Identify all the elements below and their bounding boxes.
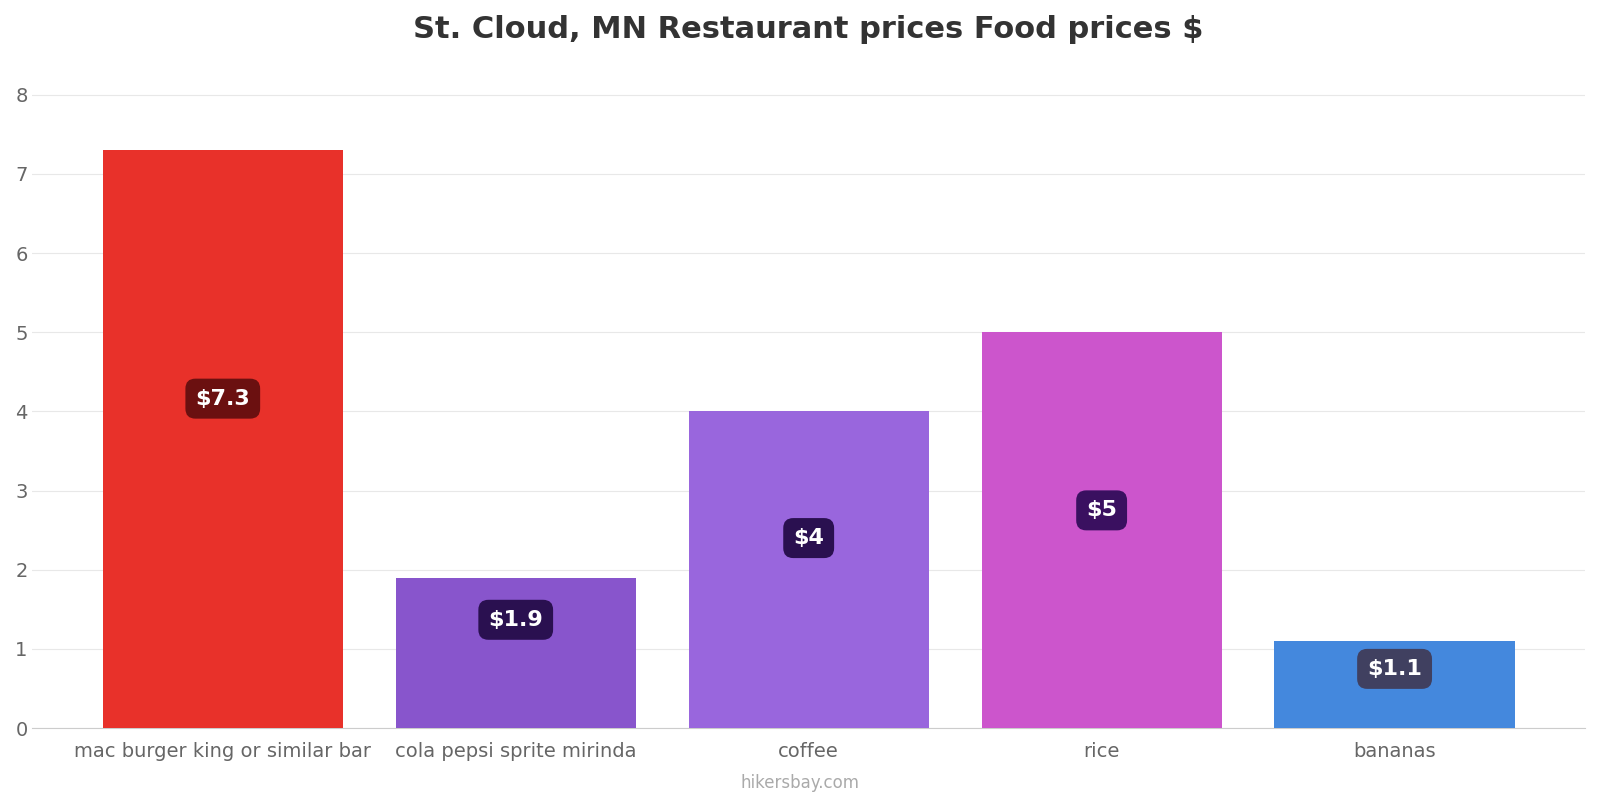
Text: $4: $4 — [794, 528, 824, 548]
Bar — [102, 150, 342, 728]
Bar — [395, 578, 635, 728]
Title: St. Cloud, MN Restaurant prices Food prices $: St. Cloud, MN Restaurant prices Food pri… — [413, 15, 1203, 44]
Text: $1.9: $1.9 — [488, 610, 542, 630]
Text: hikersbay.com: hikersbay.com — [741, 774, 859, 792]
Text: $5: $5 — [1086, 500, 1117, 520]
Text: $1.1: $1.1 — [1366, 659, 1422, 679]
Bar — [981, 332, 1222, 728]
Bar — [1275, 641, 1515, 728]
Text: $7.3: $7.3 — [195, 389, 250, 409]
Bar — [688, 411, 928, 728]
